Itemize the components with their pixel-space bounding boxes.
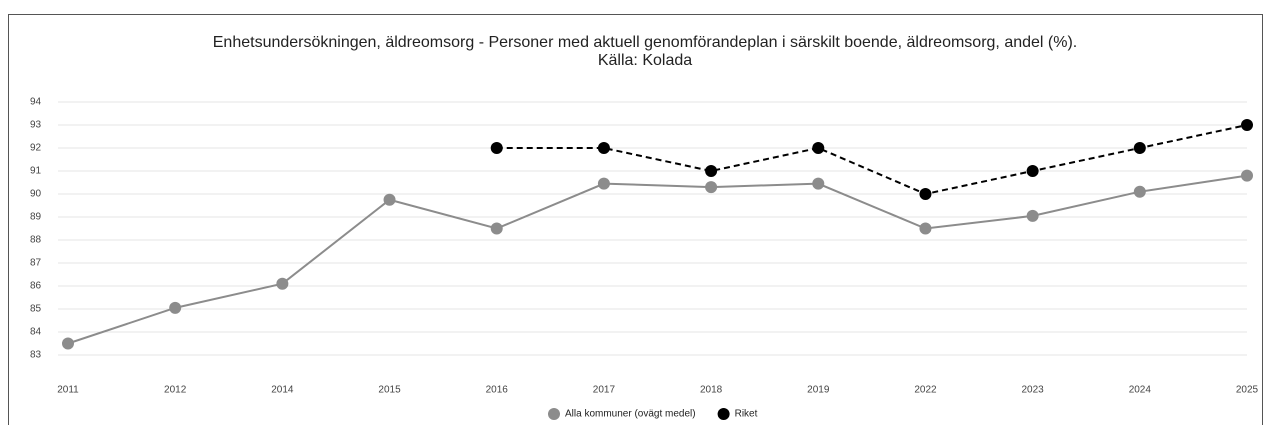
y-tick-label: 94 [30,97,42,108]
x-tick-label: 2018 [700,385,723,396]
x-tick-label: 2014 [271,385,294,396]
data-point [1133,185,1146,198]
legend-marker [717,408,730,420]
x-tick-label: 2016 [486,385,509,396]
series-line [67,174,1248,345]
data-point [490,142,503,154]
data-point [1133,142,1146,154]
y-tick-label: 83 [30,350,42,361]
data-point [1026,209,1039,222]
y-tick-label: 89 [30,212,42,223]
x-tick-label: 2011 [57,385,79,396]
y-tick-label: 87 [30,258,42,269]
x-tick-label: 2024 [1129,385,1152,396]
y-tick-label: 90 [30,189,42,200]
chart-frame [8,14,1263,425]
data-point [490,222,503,235]
legend-label: Riket [735,409,758,420]
y-tick-label: 91 [30,166,42,177]
x-tick-label: 2019 [807,385,830,396]
legend-marker [548,408,560,420]
data-point [705,165,718,177]
data-point [597,177,610,190]
data-point [1241,119,1253,131]
data-point [597,142,610,154]
x-tick-label: 2022 [914,385,937,396]
x-tick-label: 2017 [593,385,616,396]
data-point [1026,165,1039,177]
legend-label: Alla kommuner (ovägt medel) [565,409,696,420]
data-point [1241,169,1253,182]
data-point [383,193,396,206]
data-point [812,177,825,190]
x-tick-label: 2023 [1022,385,1045,396]
y-tick-label: 86 [30,281,42,292]
chart-subtitle: Källa: Kolada [598,52,692,69]
data-point [812,142,825,154]
data-point [919,188,932,200]
chart-title: Enhetsundersökningen, äldreomsorg - Pers… [213,34,1077,51]
y-tick-label: 93 [30,120,42,131]
data-point [276,277,289,290]
y-tick-label: 92 [30,143,42,154]
x-tick-label: 2015 [378,385,401,396]
data-point [62,337,74,350]
y-tick-label: 84 [30,327,42,338]
y-tick-label: 88 [30,235,42,246]
y-tick-label: 85 [30,304,42,315]
data-point [919,222,932,235]
data-point [169,301,182,314]
x-tick-label: 2025 [1236,385,1259,396]
data-point [705,181,718,194]
x-tick-label: 2012 [164,385,187,396]
legend: Alla kommuner (ovägt medel) Riket [548,408,758,420]
series-line [496,124,1248,196]
